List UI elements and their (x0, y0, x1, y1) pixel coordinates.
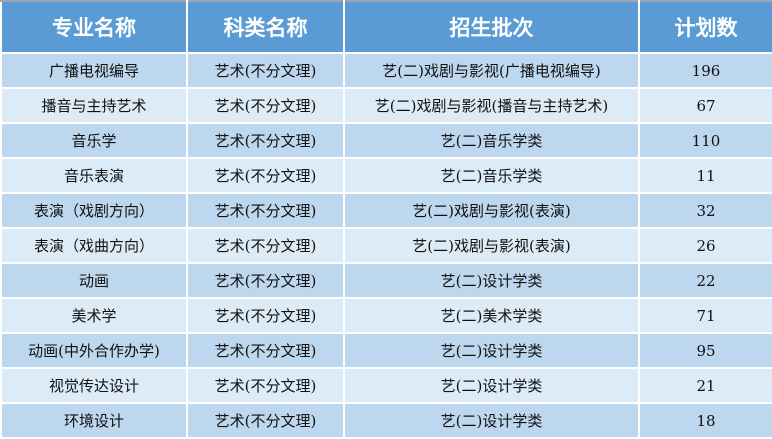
column-header-major-name: 专业名称 (0, 0, 188, 54)
table-row: 音乐表演 艺术(不分文理) 艺(二)音乐学类 11 (0, 157, 772, 194)
cell-plan-count: 26 (638, 227, 772, 264)
cell-category-name: 艺术(不分文理) (186, 332, 345, 369)
table-row: 音乐学 艺术(不分文理) 艺(二)音乐学类 110 (0, 122, 772, 159)
cell-category-name: 艺术(不分文理) (186, 262, 345, 299)
cell-major-name: 音乐表演 (0, 157, 188, 194)
cell-plan-count: 11 (638, 157, 772, 194)
header-row: 专业名称 科类名称 招生批次 计划数 (0, 0, 772, 54)
cell-admission-batch: 艺(二)音乐学类 (343, 157, 640, 194)
cell-admission-batch: 艺(二)设计学类 (343, 367, 640, 404)
cell-plan-count: 21 (638, 367, 772, 404)
column-header-plan-count: 计划数 (638, 0, 772, 54)
table-row: 视觉传达设计 艺术(不分文理) 艺(二)设计学类 21 (0, 367, 772, 404)
cell-admission-batch: 艺(二)戏剧与影视(表演) (343, 192, 640, 229)
cell-plan-count: 22 (638, 262, 772, 299)
cell-category-name: 艺术(不分文理) (186, 87, 345, 124)
cell-admission-batch: 艺(二)设计学类 (343, 402, 640, 439)
cell-plan-count: 67 (638, 87, 772, 124)
cell-major-name: 动画 (0, 262, 188, 299)
cell-plan-count: 71 (638, 297, 772, 334)
table-row: 表演（戏曲方向） 艺术(不分文理) 艺(二)戏剧与影视(表演) 26 (0, 227, 772, 264)
cell-admission-batch: 艺(二)戏剧与影视(播音与主持艺术) (343, 87, 640, 124)
cell-category-name: 艺术(不分文理) (186, 297, 345, 334)
cell-major-name: 美术学 (0, 297, 188, 334)
cell-admission-batch: 艺(二)戏剧与影视(广播电视编导) (343, 52, 640, 89)
table-row: 广播电视编导 艺术(不分文理) 艺(二)戏剧与影视(广播电视编导) 196 (0, 52, 772, 89)
cell-category-name: 艺术(不分文理) (186, 52, 345, 89)
column-header-category-name: 科类名称 (186, 0, 345, 54)
cell-category-name: 艺术(不分文理) (186, 402, 345, 439)
table-row: 美术学 艺术(不分文理) 艺(二)美术学类 71 (0, 297, 772, 334)
cell-plan-count: 95 (638, 332, 772, 369)
cell-admission-batch: 艺(二)设计学类 (343, 332, 640, 369)
cell-admission-batch: 艺(二)音乐学类 (343, 122, 640, 159)
cell-category-name: 艺术(不分文理) (186, 367, 345, 404)
cell-admission-batch: 艺(二)戏剧与影视(表演) (343, 227, 640, 264)
table-row: 环境设计 艺术(不分文理) 艺(二)设计学类 18 (0, 402, 772, 439)
cell-major-name: 动画(中外合作办学) (0, 332, 188, 369)
cell-category-name: 艺术(不分文理) (186, 157, 345, 194)
table-row: 动画 艺术(不分文理) 艺(二)设计学类 22 (0, 262, 772, 299)
cell-category-name: 艺术(不分文理) (186, 192, 345, 229)
cell-plan-count: 110 (638, 122, 772, 159)
cell-major-name: 环境设计 (0, 402, 188, 439)
cell-admission-batch: 艺(二)设计学类 (343, 262, 640, 299)
cell-plan-count: 18 (638, 402, 772, 439)
table-row: 动画(中外合作办学) 艺术(不分文理) 艺(二)设计学类 95 (0, 332, 772, 369)
table-row: 播音与主持艺术 艺术(不分文理) 艺(二)戏剧与影视(播音与主持艺术) 67 (0, 87, 772, 124)
column-header-admission-batch: 招生批次 (343, 0, 640, 54)
table-row: 表演（戏剧方向） 艺术(不分文理) 艺(二)戏剧与影视(表演) 32 (0, 192, 772, 229)
cell-category-name: 艺术(不分文理) (186, 227, 345, 264)
cell-plan-count: 196 (638, 52, 772, 89)
cell-major-name: 表演（戏曲方向） (0, 227, 188, 264)
cell-major-name: 音乐学 (0, 122, 188, 159)
cell-major-name: 广播电视编导 (0, 52, 188, 89)
cell-major-name: 表演（戏剧方向） (0, 192, 188, 229)
cell-category-name: 艺术(不分文理) (186, 122, 345, 159)
cell-major-name: 播音与主持艺术 (0, 87, 188, 124)
cell-admission-batch: 艺(二)美术学类 (343, 297, 640, 334)
cell-plan-count: 32 (638, 192, 772, 229)
cell-major-name: 视觉传达设计 (0, 367, 188, 404)
